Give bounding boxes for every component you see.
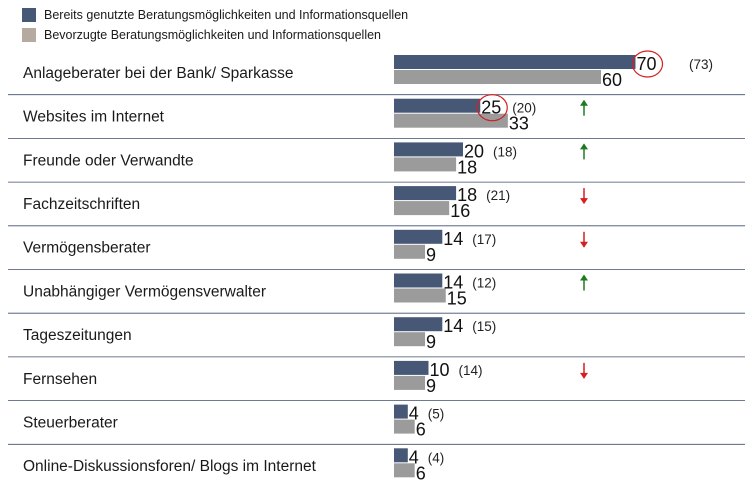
bar-preferred <box>394 201 450 216</box>
arrow-down-icon <box>580 188 588 205</box>
legend-label-used: Bereits genutzte Beratungsmöglichkeiten … <box>44 8 409 22</box>
value-label-preferred: 60 <box>602 70 622 90</box>
value-label-preferred: 33 <box>509 114 529 134</box>
value-label-used: 14 <box>443 229 463 249</box>
bar-used <box>394 55 636 69</box>
previous-value-label: (4) <box>428 450 445 465</box>
arrow-up-icon <box>580 99 588 116</box>
bar-preferred <box>394 244 426 259</box>
legend-swatch-preferred <box>22 28 36 42</box>
value-label-preferred: 9 <box>426 376 436 396</box>
category-label: Online-Diskussionsforen/ Blogs im Intern… <box>23 458 317 475</box>
value-label-used: 10 <box>430 360 450 380</box>
arrow-down-icon <box>580 231 588 248</box>
arrow-down-icon <box>580 362 588 379</box>
bar-preferred <box>394 419 415 434</box>
previous-value-label: (14) <box>459 363 483 378</box>
value-label-preferred: 6 <box>416 420 426 440</box>
highlight-circle <box>476 94 508 122</box>
value-label-preferred: 18 <box>457 157 477 177</box>
bar-used <box>394 317 443 332</box>
value-label-used: 18 <box>457 185 477 205</box>
bar-used <box>394 448 408 463</box>
category-label: Fernsehen <box>23 371 97 388</box>
legend-item-preferred: Bevorzugte Beratungsmöglichkeiten und In… <box>22 25 408 45</box>
category-label: Steuerberater <box>23 414 118 431</box>
previous-value-label: (18) <box>493 144 517 159</box>
category-label: Vermögensberater <box>23 240 151 257</box>
bar-preferred <box>394 157 457 172</box>
category-label: Unabhängiger Vermögensverwalter <box>23 283 266 300</box>
legend-item-used: Bereits genutzte Beratungsmöglichkeiten … <box>22 5 408 25</box>
bar-preferred <box>394 70 601 84</box>
bar-preferred <box>394 375 426 390</box>
bar-preferred <box>394 288 446 303</box>
bar-used <box>394 98 481 113</box>
bar-used <box>394 142 463 157</box>
previous-value-label: (21) <box>486 188 510 203</box>
highlight-circle <box>631 50 664 78</box>
value-label-used: 4 <box>409 447 419 467</box>
arrow-up-icon <box>580 143 588 160</box>
category-label: Tageszeitungen <box>23 327 132 344</box>
value-label-used: 14 <box>443 273 463 293</box>
legend-swatch-used <box>22 8 36 22</box>
value-label-preferred: 9 <box>426 245 436 265</box>
value-label-preferred: 6 <box>416 463 426 483</box>
value-label-used: 20 <box>464 141 484 161</box>
previous-value-label: (17) <box>472 232 496 247</box>
bar-preferred <box>394 332 426 347</box>
bar-used <box>394 186 457 201</box>
previous-value-label: (5) <box>428 407 445 422</box>
category-label: Freunde oder Verwandte <box>23 152 194 169</box>
value-label-used: 25 <box>481 98 501 118</box>
value-label-preferred: 9 <box>426 332 436 352</box>
bar-used <box>394 229 443 244</box>
bar-preferred <box>394 463 415 478</box>
category-label: Anlageberater bei der Bank/ Sparkasse <box>23 65 294 82</box>
previous-value-label: (20) <box>512 101 536 116</box>
bar-used <box>394 273 443 288</box>
bar-used <box>394 404 408 419</box>
arrow-up-icon <box>580 274 588 291</box>
value-label-used: 70 <box>637 54 657 74</box>
previous-value-label: (12) <box>472 276 496 291</box>
value-label-preferred: 15 <box>447 289 467 309</box>
legend: Bereits genutzte Beratungsmöglichkeiten … <box>22 5 408 45</box>
value-label-used: 14 <box>443 316 463 336</box>
bar-preferred <box>394 113 508 128</box>
bar-used <box>394 360 429 375</box>
legend-label-preferred: Bevorzugte Beratungsmöglichkeiten und In… <box>44 28 382 42</box>
value-label-used: 4 <box>409 404 419 424</box>
category-label: Websites im Internet <box>23 109 165 126</box>
previous-value-label: (15) <box>472 319 496 334</box>
value-label-preferred: 16 <box>450 201 470 221</box>
previous-value-label: (73) <box>689 57 713 72</box>
category-label: Fachzeitschriften <box>23 196 140 213</box>
